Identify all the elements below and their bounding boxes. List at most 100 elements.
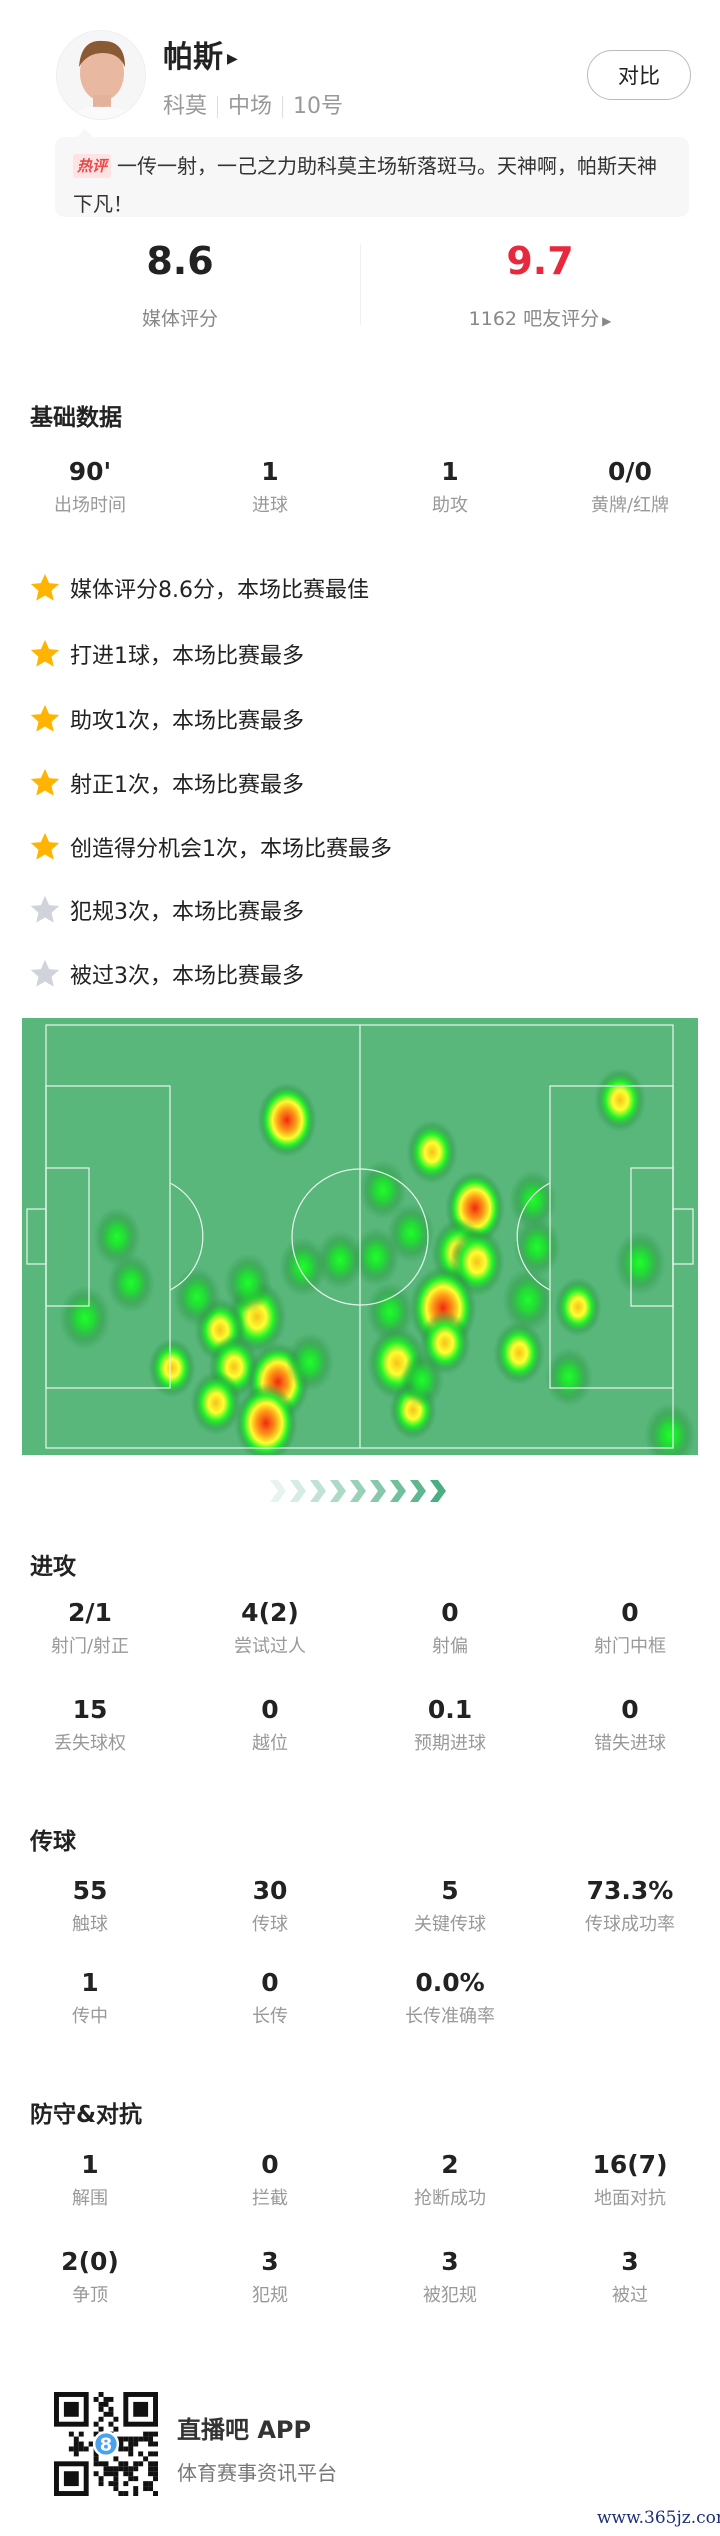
stat-value: 0 — [261, 1968, 279, 1997]
gold-star-icon — [30, 573, 60, 601]
heat-spot — [234, 1383, 298, 1455]
stat-label: 丢失球权 — [54, 1733, 126, 1754]
stat-label: 长传准确率 — [405, 2006, 495, 2027]
media-rating-value: 8.6 — [146, 239, 214, 283]
player-photo — [57, 31, 145, 119]
highlight-item: 射正1次，本场比赛最多 — [28, 763, 304, 803]
stat-cell: 0 长传 — [180, 1968, 360, 2060]
stat-value: 1 — [81, 2150, 99, 2179]
hot-comment: 热评 一传一射，一己之力助科莫主场斩落斑马。天神啊，帕斯天神下凡！ — [55, 129, 689, 217]
stat-label: 争顶 — [72, 2285, 108, 2306]
stat-cell: 1 进球 — [180, 457, 360, 554]
chevron-right-icon — [430, 1480, 446, 1502]
chevron-right-icon — [410, 1480, 426, 1502]
svg-text:8: 8 — [100, 2434, 112, 2455]
stat-cell: 2 抢断成功 — [360, 2150, 540, 2247]
chevron-right-icon — [290, 1480, 306, 1502]
attack-stats-grid: 2/1 射门/射正 4(2) 尝试过人 0 射偏 0 射门中框 15 丢失球权 0 越位 0.1 预期进球… — [0, 1598, 720, 1792]
stat-value: 1 — [441, 457, 459, 486]
stat-label: 黄牌/红牌 — [590, 495, 670, 516]
chevron-right-icon — [330, 1480, 346, 1502]
stat-cell: 0/0 黄牌/红牌 — [540, 457, 720, 554]
heat-spot — [352, 1227, 400, 1287]
stat-label: 被犯规 — [423, 2285, 477, 2306]
stat-value: 3 — [261, 2247, 279, 2276]
highlight-text: 犯规3次，本场比赛最多 — [70, 900, 304, 925]
heat-spot — [359, 1160, 407, 1220]
stat-value: 3 — [621, 2247, 639, 2276]
stat-label: 预期进球 — [414, 1733, 486, 1754]
stat-label: 进球 — [252, 495, 288, 516]
heat-spot — [190, 1370, 242, 1436]
chevron-right-icon — [270, 1480, 286, 1502]
media-rating: 8.6 媒体评分 — [0, 238, 360, 331]
player-name-text: 帕斯 — [163, 40, 223, 75]
heat-spot — [107, 1253, 155, 1313]
compare-button[interactable]: 对比 — [587, 50, 691, 100]
stat-value: 5 — [441, 1876, 459, 1905]
highlight-item: 助攻1次，本场比赛最多 — [28, 699, 304, 739]
stat-cell: 1 解围 — [0, 2150, 180, 2247]
stat-cell: 0 拦截 — [180, 2150, 360, 2247]
chevron-right-icon — [310, 1480, 326, 1502]
heat-spot — [406, 1119, 458, 1185]
highlight-item: 创造得分机会1次，本场比赛最多 — [28, 827, 392, 867]
basic-stats-grid: 90' 出场时间 1 进球 1 助攻 0/0 黄牌/红牌 — [0, 457, 720, 554]
stat-cell: 3 犯规 — [180, 2247, 360, 2344]
stat-label: 出场时间 — [54, 495, 126, 516]
stat-value: 15 — [72, 1695, 108, 1724]
heat-spot — [502, 1267, 554, 1333]
heat-spot — [257, 1082, 317, 1158]
stat-value: 0 — [441, 1598, 459, 1627]
media-rating-label: 媒体评分 — [141, 308, 218, 330]
stat-cell: 5 关键传球 — [360, 1876, 540, 1968]
stat-cell: 0 越位 — [180, 1695, 360, 1792]
section-title-attack: 进攻 — [30, 1554, 76, 1580]
stat-cell: 0 射偏 — [360, 1598, 540, 1695]
gray-star-icon — [30, 895, 60, 923]
defense-stats-grid: 1 解围 0 拦截 2 抢断成功 16(7) 地面对抗 2(0) 争顶 3 犯规 3 被犯规 3 被过 — [0, 2150, 720, 2344]
heat-spot — [59, 1285, 111, 1351]
player-name[interactable]: 帕斯 ▶ — [163, 32, 238, 76]
stat-label: 关键传球 — [414, 1914, 486, 1935]
section-title-passing: 传球 — [30, 1829, 76, 1855]
hot-comment-text: 一传一射，一己之力助科莫主场斩落斑马。天神啊，帕斯天神下凡！ — [73, 154, 658, 216]
stat-label: 传球 — [252, 1914, 288, 1935]
stat-label: 传球成功率 — [585, 1914, 675, 1935]
heat-spot — [614, 1230, 666, 1296]
heat-spot — [286, 1332, 334, 1392]
team-name: 科莫 — [163, 94, 208, 119]
highlight-text: 打进1球，本场比赛最多 — [70, 644, 304, 669]
caret-right-icon: ▶ — [602, 314, 612, 328]
highlight-text: 媒体评分8.6分，本场比赛最佳 — [70, 578, 369, 603]
stat-cell: 2/1 射门/射正 — [0, 1598, 180, 1695]
heat-spot — [148, 1338, 196, 1398]
section-title-defense: 防守&对抗 — [30, 2102, 143, 2128]
stat-label: 射偏 — [432, 1636, 468, 1657]
stat-cell: 55 触球 — [0, 1876, 180, 1968]
gold-star-icon — [30, 704, 60, 732]
stat-cell: 1 传中 — [0, 1968, 180, 2060]
stat-cell: 0.0% 长传准确率 — [360, 1968, 540, 2060]
fan-rating-label: 1162 吧友评分 — [468, 308, 600, 330]
fan-rating[interactable]: 9.7 1162 吧友评分 ▶ — [360, 238, 720, 331]
qr-code[interactable]: 8 — [54, 2392, 158, 2496]
highlight-text: 射正1次，本场比赛最多 — [70, 773, 304, 798]
stat-cell: 90' 出场时间 — [0, 457, 180, 554]
app-name: 直播吧 APP — [177, 2416, 312, 2444]
stat-value: 55 — [72, 1876, 108, 1905]
stat-label: 触球 — [72, 1914, 108, 1935]
stat-value: 16(7) — [592, 2150, 668, 2179]
stat-label: 助攻 — [432, 495, 468, 516]
stat-value: 1 — [261, 457, 279, 486]
highlight-item: 犯规3次，本场比赛最多 — [28, 890, 304, 930]
highlight-text: 创造得分机会1次，本场比赛最多 — [70, 837, 392, 862]
stat-value: 3 — [441, 2247, 459, 2276]
chevron-right-icon — [370, 1480, 386, 1502]
stat-cell: 15 丢失球权 — [0, 1695, 180, 1792]
stat-cell: 3 被过 — [540, 2247, 720, 2344]
stat-cell: 3 被犯规 — [360, 2247, 540, 2344]
stat-cell: 0 错失进球 — [540, 1695, 720, 1792]
gold-star-icon — [30, 639, 60, 667]
stat-cell: 4(2) 尝试过人 — [180, 1598, 360, 1695]
